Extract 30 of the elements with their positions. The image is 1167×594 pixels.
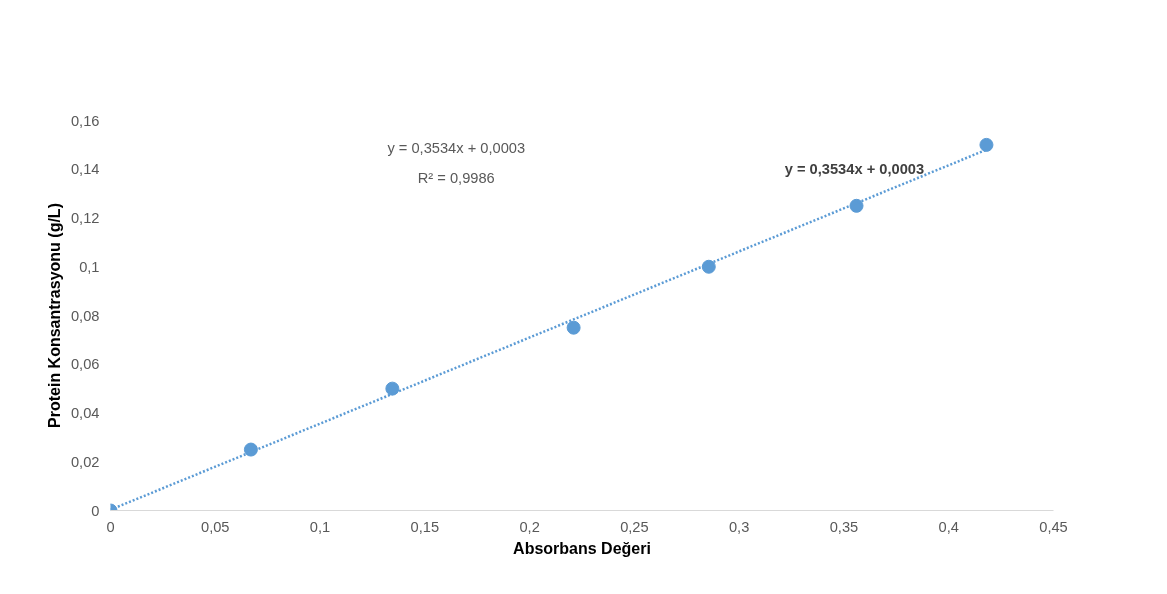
point [701,259,716,274]
x-tick-label: 0,25 [620,518,649,535]
y-tick-label: 0,1 [79,258,100,275]
point [243,442,258,457]
annotation: y = 0,3534x + 0,0003 [387,139,526,156]
x-tick-label: 0,45 [1039,518,1068,535]
y-tick-label: 0,06 [70,356,100,373]
y-tick-label: 0 [91,502,100,519]
y-tick-label: 0,14 [70,161,100,178]
x-tick-label: 0,2 [519,518,540,535]
y-tick-label: 0,02 [70,453,100,470]
x-tick-label: 0,1 [309,518,331,535]
x-tick-label: 0 [106,518,115,535]
y-tick-label: 0,16 [70,112,100,129]
x-tick-label: 0,4 [938,518,959,535]
x-tick-label: 0,35 [829,518,859,535]
annotation: R² = 0,9986 [417,170,495,187]
x-tick-label: 0,05 [201,518,230,535]
x-tick-label: 0,3 [728,518,750,535]
y-tick-label: 0,12 [70,210,100,226]
x-tick-label: 0,15 [410,518,440,535]
point [385,381,400,396]
y-tick-label: 0,08 [70,307,100,324]
y-axis-title: Protein Konsantrasyonu (g/L) [45,203,63,428]
point [979,137,994,152]
annotation: y = 0,3534x + 0,0003 [784,161,925,178]
point [566,320,581,335]
point [849,198,864,213]
y-tick-label: 0,04 [70,405,100,421]
x-axis-title: Absorbans Değeri [513,539,651,557]
